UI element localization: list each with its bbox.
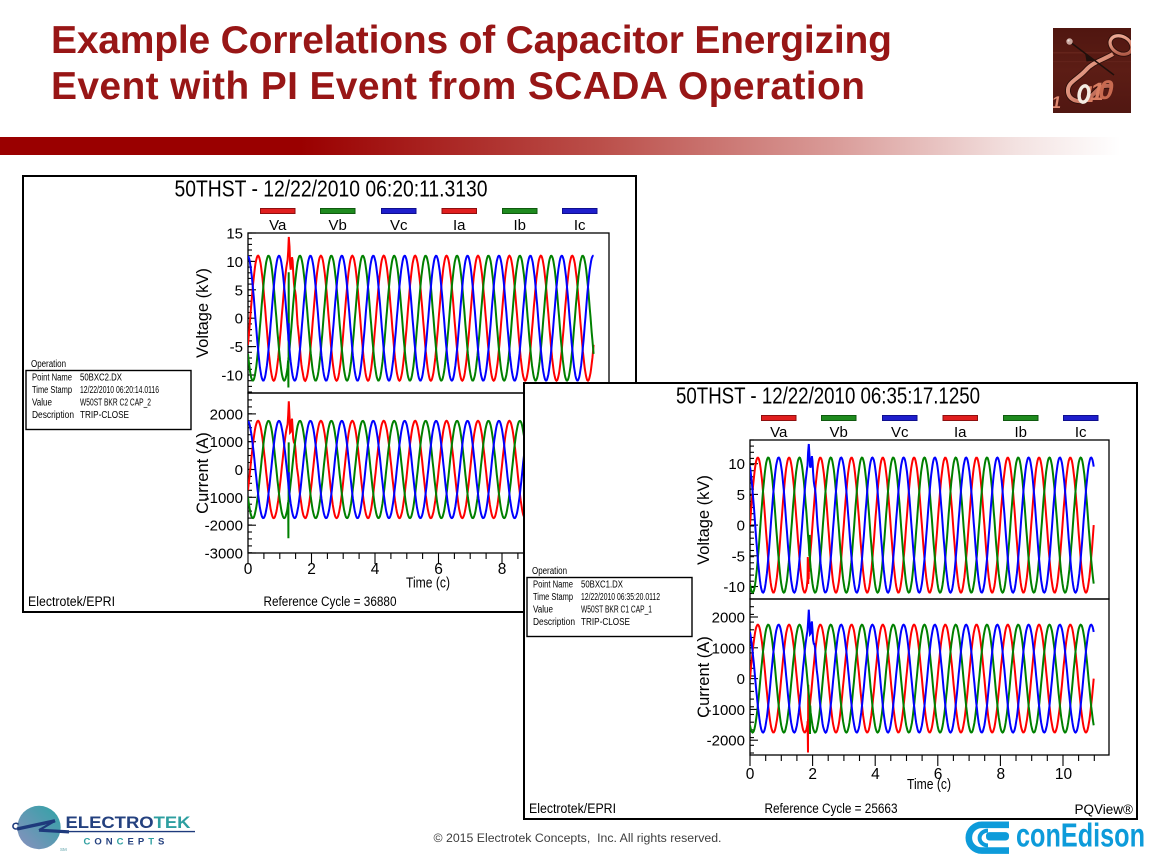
svg-text:Operation: Operation bbox=[31, 359, 66, 370]
svg-text:1000: 1000 bbox=[712, 640, 745, 657]
svg-text:-10: -10 bbox=[723, 579, 745, 596]
svg-text:-2000: -2000 bbox=[707, 733, 745, 750]
svg-text:Vb: Vb bbox=[329, 217, 347, 234]
svg-text:-3000: -3000 bbox=[205, 546, 243, 563]
svg-text:Vc: Vc bbox=[891, 424, 909, 441]
svg-text:0: 0 bbox=[244, 561, 253, 578]
svg-text:Current (A): Current (A) bbox=[194, 432, 212, 514]
svg-text:2000: 2000 bbox=[712, 610, 745, 627]
svg-text:50THST - 12/22/2010 06:35:17.1: 50THST - 12/22/2010 06:35:17.1250 bbox=[676, 384, 980, 409]
svg-text:SM: SM bbox=[60, 847, 67, 852]
svg-text:0: 0 bbox=[737, 518, 745, 535]
svg-text:8: 8 bbox=[498, 561, 507, 578]
svg-text:10: 10 bbox=[226, 254, 243, 271]
svg-text:50THST - 12/22/2010 06:20:11.3: 50THST - 12/22/2010 06:20:11.3130 bbox=[175, 177, 488, 202]
svg-text:Time Stamp: Time Stamp bbox=[533, 592, 573, 603]
svg-text:Ia: Ia bbox=[954, 424, 967, 441]
svg-text:-5: -5 bbox=[230, 339, 243, 356]
svg-text:0: 0 bbox=[746, 766, 755, 783]
svg-text:2: 2 bbox=[307, 561, 316, 578]
svg-text:Voltage (kV): Voltage (kV) bbox=[194, 268, 212, 358]
svg-text:-1000: -1000 bbox=[707, 702, 745, 719]
svg-text:Value: Value bbox=[32, 398, 52, 409]
svg-text:0: 0 bbox=[1096, 74, 1118, 105]
svg-text:Time (c): Time (c) bbox=[406, 576, 450, 592]
svg-text:Electrotek/EPRI: Electrotek/EPRI bbox=[28, 594, 115, 609]
svg-text:Ic: Ic bbox=[1075, 424, 1087, 441]
svg-text:2000: 2000 bbox=[210, 406, 243, 423]
svg-text:Description: Description bbox=[533, 617, 575, 628]
svg-text:-2000: -2000 bbox=[205, 518, 243, 535]
svg-text:Ia: Ia bbox=[453, 217, 466, 234]
svg-text:Value: Value bbox=[533, 605, 553, 616]
svg-text:-5: -5 bbox=[732, 548, 745, 565]
svg-text:Ib: Ib bbox=[513, 217, 526, 234]
svg-text:PQView®: PQView® bbox=[1075, 802, 1134, 817]
svg-text:2: 2 bbox=[808, 766, 817, 783]
svg-text:Reference Cycle = 25663: Reference Cycle = 25663 bbox=[765, 801, 898, 816]
svg-text:1000: 1000 bbox=[210, 434, 243, 451]
svg-text:-10: -10 bbox=[221, 368, 243, 385]
svg-text:5: 5 bbox=[235, 282, 243, 299]
svg-text:0: 0 bbox=[235, 311, 243, 328]
svg-text:Ib: Ib bbox=[1014, 424, 1027, 441]
svg-text:4: 4 bbox=[871, 766, 880, 783]
svg-text:15: 15 bbox=[226, 226, 243, 243]
svg-text:Operation: Operation bbox=[532, 566, 567, 577]
svg-text:-1000: -1000 bbox=[205, 490, 243, 507]
svg-text:CONCEPTS: CONCEPTS bbox=[84, 837, 169, 848]
svg-text:6: 6 bbox=[934, 766, 943, 783]
svg-text:Voltage (kV): Voltage (kV) bbox=[695, 475, 713, 565]
svg-text:4: 4 bbox=[371, 561, 380, 578]
svg-text:Current (A): Current (A) bbox=[695, 636, 713, 718]
svg-text:Time (c): Time (c) bbox=[907, 777, 951, 793]
svg-text:TRIP-CLOSE: TRIP-CLOSE bbox=[80, 410, 129, 421]
svg-text:Description: Description bbox=[32, 410, 74, 421]
svg-text:W50ST BKR C1 CAP_1: W50ST BKR C1 CAP_1 bbox=[581, 605, 652, 616]
svg-text:1: 1 bbox=[1053, 92, 1064, 112]
svg-text:Ic: Ic bbox=[574, 217, 586, 234]
svg-text:Va: Va bbox=[770, 424, 788, 441]
svg-text:Point Name: Point Name bbox=[533, 580, 573, 591]
svg-text:Point Name: Point Name bbox=[32, 373, 72, 384]
svg-text:5: 5 bbox=[737, 487, 745, 504]
svg-text:Vc: Vc bbox=[390, 217, 408, 234]
svg-text:Vb: Vb bbox=[830, 424, 848, 441]
svg-text:10: 10 bbox=[728, 456, 745, 473]
svg-text:conEdison: conEdison bbox=[1016, 818, 1145, 853]
svg-text:0: 0 bbox=[737, 671, 745, 688]
svg-text:6: 6 bbox=[434, 561, 443, 578]
svg-text:12/22/2010 06:35:20.0112: 12/22/2010 06:35:20.0112 bbox=[581, 592, 660, 603]
svg-text:10: 10 bbox=[1055, 766, 1073, 783]
svg-text:Time Stamp: Time Stamp bbox=[32, 385, 72, 396]
svg-text:12/22/2010 06:20:14.0116: 12/22/2010 06:20:14.0116 bbox=[80, 385, 159, 396]
svg-text:W50ST BKR C2 CAP_2: W50ST BKR C2 CAP_2 bbox=[80, 398, 151, 409]
svg-text:1: 1 bbox=[1087, 78, 1107, 106]
svg-text:50BXC1.DX: 50BXC1.DX bbox=[581, 580, 623, 591]
svg-text:Va: Va bbox=[269, 217, 287, 234]
svg-text:0: 0 bbox=[235, 462, 243, 479]
svg-text:Electrotek/EPRI: Electrotek/EPRI bbox=[529, 801, 616, 816]
svg-text:TRIP-CLOSE: TRIP-CLOSE bbox=[581, 617, 630, 628]
svg-text:8: 8 bbox=[996, 766, 1005, 783]
svg-text:50BXC2.DX: 50BXC2.DX bbox=[80, 373, 122, 384]
svg-text:Reference Cycle = 36880: Reference Cycle = 36880 bbox=[264, 594, 397, 609]
